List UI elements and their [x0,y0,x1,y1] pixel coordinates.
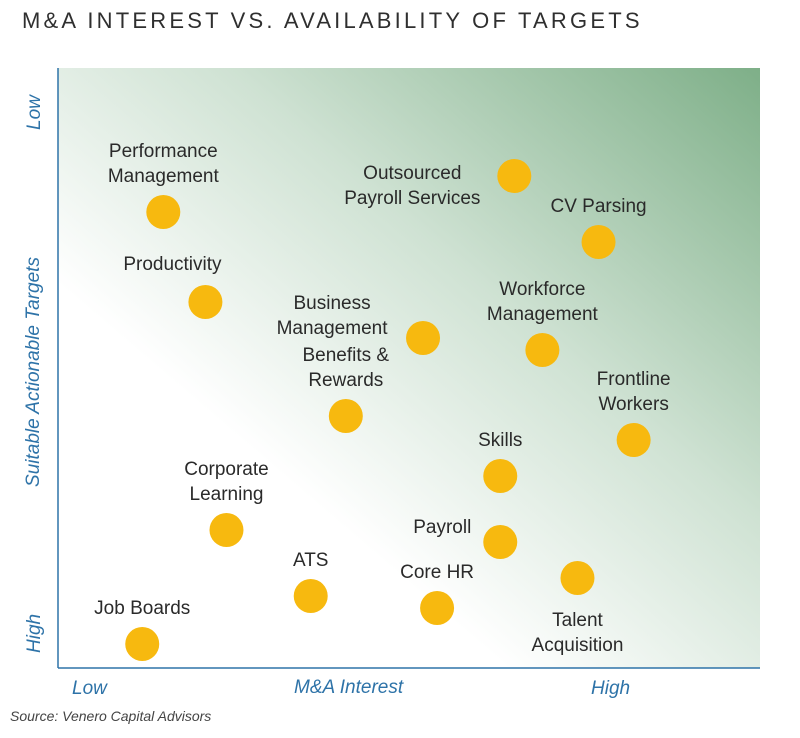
x-tick-low: Low [72,678,107,699]
point-label-line: Workforce [499,279,585,300]
point-outsourced-payroll-services: Outsourced Payroll Services [344,159,532,209]
point-label-line: Payroll Services [344,188,480,209]
point-benefits-and-rewards: Benefits & Rewards [303,345,390,433]
point-ats: ATS [293,550,329,613]
point-marker [616,423,651,457]
point-label: Frontline Workers [597,369,671,415]
point-talent-acquisition: Talent Acquisition [532,561,624,656]
point-label-line: Job Boards [94,598,190,619]
point-label-line: Productivity [123,254,222,275]
point-label-line: Acquisition [532,635,624,656]
point-workforce-management: Workforce Management [487,279,599,367]
point-label-line: Payroll [413,517,471,538]
point-marker [560,561,595,595]
x-tick-high: High [591,678,631,699]
point-label-line: Benefits & [303,345,390,366]
plot-background [58,68,760,668]
point-label-line: Talent [552,610,603,631]
point-marker [420,591,455,625]
point-label-line: ATS [293,550,329,571]
point-marker [406,321,441,355]
point-label: Business Management [277,293,389,339]
point-marker [209,513,244,547]
point-label-line: Learning [190,484,264,505]
y-axis-title: Suitable Actionable Targets [23,257,44,487]
point-label: Corporate Learning [184,459,269,505]
point-label: Skills [478,430,522,451]
point-label-line: Skills [478,430,522,451]
point-marker [188,285,223,319]
point-label: Payroll [413,517,471,538]
point-performance-management: Performance Management [108,141,220,229]
point-productivity: Productivity [123,254,223,319]
y-tick-high: High [24,613,45,653]
point-marker [328,399,363,433]
point-label-line: Business [293,293,370,314]
point-corporate-learning: Corporate Learning [184,459,269,547]
point-label-line: Core HR [400,562,474,583]
point-label-line: Workers [598,394,668,415]
point-label-line: Outsourced [363,163,461,184]
point-label: ATS [293,550,329,571]
point-cv-parsing: CV Parsing [550,196,647,259]
point-marker [581,225,616,259]
point-label: Talent Acquisition [532,610,624,656]
point-marker [525,333,560,367]
point-marker [483,459,518,493]
point-core-hr: Core HR [400,562,474,625]
point-marker [146,195,181,229]
point-label: Job Boards [94,598,190,619]
point-label-line: Frontline [597,369,671,390]
point-label: CV Parsing [550,196,646,217]
point-label: Core HR [400,562,474,583]
point-frontline-workers: Frontline Workers [597,369,671,457]
point-marker [497,159,532,193]
point-payroll: Payroll [413,517,518,559]
point-label-line: Management [487,304,599,325]
x-axis-title: M&A Interest [294,677,404,698]
point-label: Benefits & Rewards [303,345,390,391]
y-tick-low: Low [24,95,45,130]
point-business-management: Business Management [277,293,441,355]
point-job-boards: Job Boards [94,598,190,661]
point-label: Productivity [123,254,222,275]
point-label: Workforce Management [487,279,599,325]
point-label-line: Performance [109,141,218,162]
point-label-line: Corporate [184,459,269,480]
point-label: Performance Management [108,141,220,187]
source-note: Source: Venero Capital Advisors [10,708,212,724]
point-label-line: Rewards [308,370,383,391]
point-skills: Skills [478,430,522,493]
point-marker [293,579,328,613]
point-label-line: Management [277,318,389,339]
chart-title: M&A INTEREST VS. AVAILABILITY OF TARGETS [22,8,643,33]
point-label: Outsourced Payroll Services [344,163,480,209]
points-layer: Performance Management Outsourced Payroll S… [94,141,671,661]
point-marker [125,627,160,661]
point-label-line: CV Parsing [550,196,646,217]
point-marker [483,525,518,559]
point-label-line: Management [108,166,220,187]
